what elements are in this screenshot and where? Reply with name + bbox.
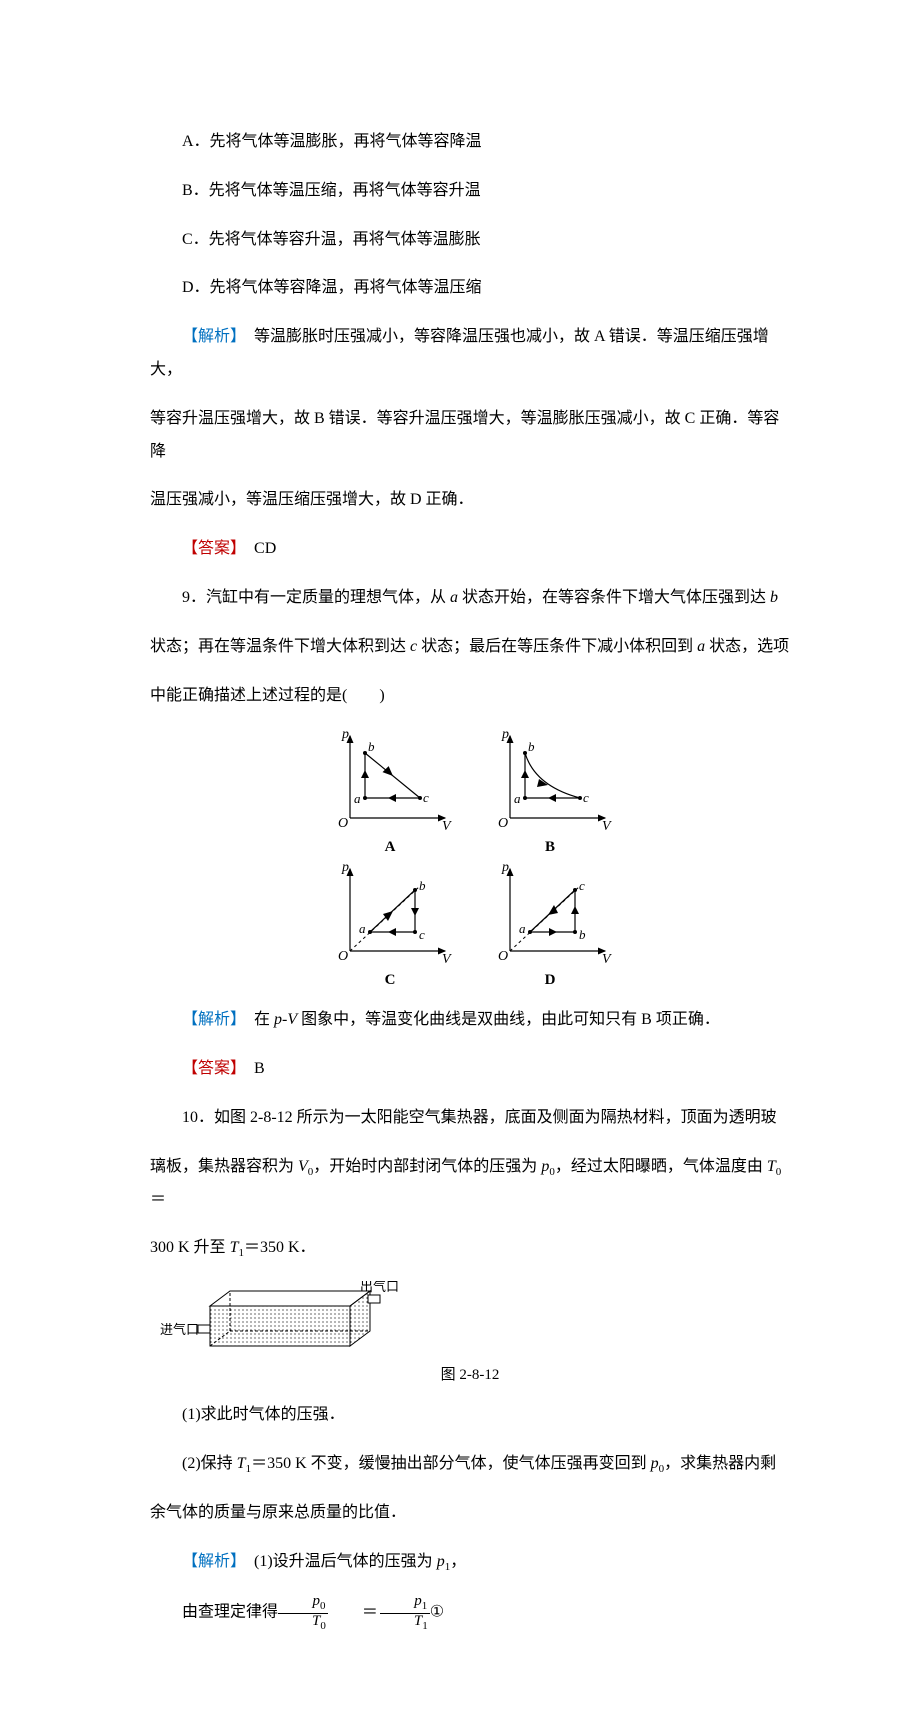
svg-text:p: p <box>501 861 509 875</box>
q8-analysis-line3: 温压强减小，等温压缩压强增大，故 D 正确． <box>150 484 790 517</box>
svg-text:b: b <box>528 739 535 754</box>
svg-text:O: O <box>498 949 508 964</box>
q9-stem-line2: 状态；再在等温条件下增大体积到达 c 状态；最后在等压条件下减小体积回到 a 状… <box>150 631 790 664</box>
svg-text:V: V <box>602 952 612 967</box>
q10-equation: 由查理定律得 p0T0 ＝ p1T1 ① <box>150 1594 790 1632</box>
q9-stem-line3: 中能正确描述上述过程的是( ) <box>150 680 790 713</box>
q9-diagram-b: p O V a b c B <box>485 728 615 855</box>
q8-option-d: D．先将气体等容降温，再将气体等温压缩 <box>150 272 790 305</box>
q8-analysis-line2: 等容升温压强增大，故 B 错误．等容升温压强增大，等温膨胀压强减小，故 C 正确… <box>150 403 790 469</box>
q9-stem-line1: 9．汽缸中有一定质量的理想气体，从 a 状态开始，在等容条件下增大气体压强到达 … <box>150 582 790 615</box>
answer-label: 【答案】 <box>182 1060 238 1077</box>
q8-option-a: A．先将气体等温膨胀，再将气体等容降温 <box>150 126 790 159</box>
q10-sub3: 余气体的质量与原来总质量的比值． <box>150 1497 790 1530</box>
q10-sub1: (1)求此时气体的压强． <box>150 1399 790 1432</box>
q10-line2: 璃板，集热器容积为 V0，开始时内部封闭气体的压强为 p0，经过太阳曝晒，气体温… <box>150 1151 790 1217</box>
answer-label: 【答案】 <box>182 540 238 557</box>
q8-option-b: B．先将气体等温压缩，再将气体等容升温 <box>150 175 790 208</box>
analysis-label: 【解析】 <box>182 1011 238 1028</box>
svg-text:O: O <box>338 816 348 831</box>
svg-text:c: c <box>579 878 585 893</box>
q8-option-c: C．先将气体等容升温，再将气体等温膨胀 <box>150 224 790 257</box>
svg-text:c: c <box>583 790 589 805</box>
svg-text:O: O <box>338 949 348 964</box>
q10-fig-caption: 图 2-8-12 <box>150 1368 790 1383</box>
outlet-label: 出气口 <box>360 1281 399 1294</box>
svg-text:O: O <box>498 816 508 831</box>
svg-text:a: a <box>359 921 366 936</box>
q9-diagram-a: p O V a b c A <box>325 728 455 855</box>
svg-text:V: V <box>442 952 452 967</box>
svg-text:b: b <box>579 927 586 942</box>
inlet-label: 进气口 <box>160 1322 199 1337</box>
document-page: A．先将气体等温膨胀，再将气体等容降温 B．先将气体等温压缩，再将气体等容升温 … <box>0 0 920 1728</box>
q10-line1: 10．如图 2-8-12 所示为一太阳能空气集热器，底面及侧面为隔热材料，顶面为… <box>150 1102 790 1135</box>
q10-sub2: (2)保持 T1＝350 K 不变，缓慢抽出部分气体，使气体压强再变回到 p0，… <box>150 1448 790 1481</box>
svg-text:c: c <box>423 790 429 805</box>
q10-figure: 进气口 出气口 图 2-8-12 <box>150 1281 790 1383</box>
analysis-label: 【解析】 <box>182 328 238 345</box>
svg-text:V: V <box>442 819 452 834</box>
svg-text:a: a <box>514 791 521 806</box>
q8-answer: 【答案】 CD <box>150 533 790 566</box>
svg-text:c: c <box>419 927 425 942</box>
q9-answer: 【答案】 B <box>150 1053 790 1086</box>
analysis-label: 【解析】 <box>182 1553 238 1570</box>
q9-figure-row2: p O V a b c C <box>150 861 790 988</box>
svg-text:p: p <box>501 728 509 742</box>
q9-diagram-d: p O V a b c D <box>485 861 615 988</box>
svg-text:V: V <box>602 819 612 834</box>
svg-text:b: b <box>368 739 375 754</box>
svg-text:b: b <box>419 878 426 893</box>
q9-figure-row1: p O V a b c A <box>150 728 790 855</box>
q9-analysis: 【解析】 在 p-V 图象中，等温变化曲线是双曲线，由此可知只有 B 项正确． <box>150 1004 790 1037</box>
q10-analysis: 【解析】 (1)设升温后气体的压强为 p1， <box>150 1546 790 1579</box>
svg-text:p: p <box>341 861 349 875</box>
svg-text:p: p <box>341 728 349 742</box>
q8-analysis-line1: 【解析】 等温膨胀时压强减小，等容降温压强也减小，故 A 错误．等温压缩压强增大… <box>150 321 790 387</box>
svg-text:a: a <box>354 791 361 806</box>
svg-text:a: a <box>519 921 526 936</box>
q10-line3: 300 K 升至 T1＝350 K． <box>150 1232 790 1265</box>
q9-diagram-c: p O V a b c C <box>325 861 455 988</box>
